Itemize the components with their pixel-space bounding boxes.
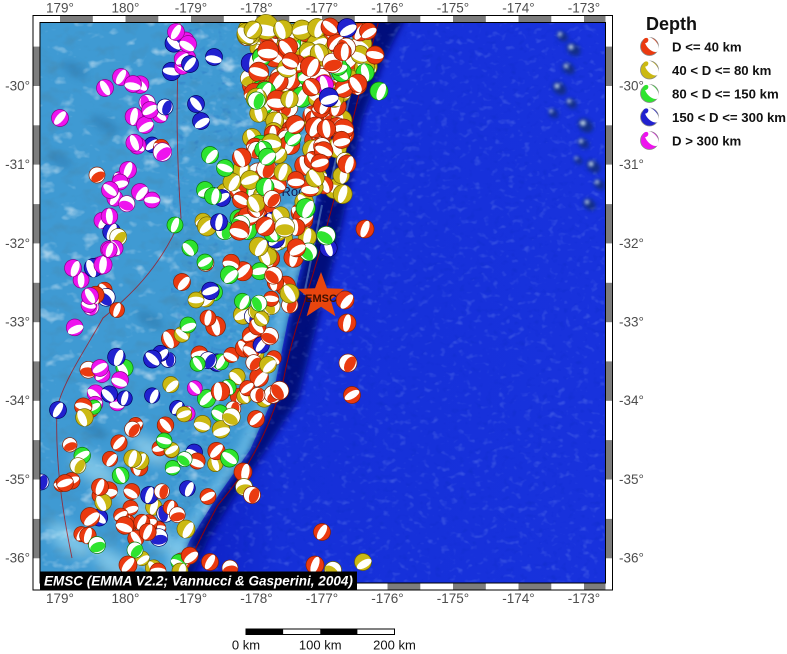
svg-text:EMSC (EMMA V2.2; Vannucci & Ga: EMSC (EMMA V2.2; Vannucci & Gasperini, 2… xyxy=(44,574,353,589)
svg-text:-31°: -31° xyxy=(5,157,30,172)
svg-text:150 < D <= 300 km: 150 < D <= 300 km xyxy=(672,110,786,125)
svg-text:-174°: -174° xyxy=(502,1,534,16)
svg-text:-176°: -176° xyxy=(371,1,403,16)
svg-text:-176°: -176° xyxy=(371,591,403,606)
svg-text:-31°: -31° xyxy=(619,157,644,172)
svg-text:-32°: -32° xyxy=(5,236,30,251)
svg-text:-35°: -35° xyxy=(5,472,30,487)
svg-text:-177°: -177° xyxy=(306,591,338,606)
svg-text:EMSC: EMSC xyxy=(305,293,337,305)
svg-text:-33°: -33° xyxy=(5,315,30,330)
svg-text:-175°: -175° xyxy=(437,1,469,16)
svg-text:180°: 180° xyxy=(112,591,140,606)
svg-text:-34°: -34° xyxy=(619,393,644,408)
svg-text:-34°: -34° xyxy=(5,393,30,408)
svg-text:-36°: -36° xyxy=(5,551,30,566)
svg-text:-173°: -173° xyxy=(568,1,600,16)
svg-text:-175°: -175° xyxy=(437,591,469,606)
svg-text:-32°: -32° xyxy=(619,236,644,251)
svg-text:179°: 179° xyxy=(46,1,74,16)
svg-text:180°: 180° xyxy=(112,1,140,16)
svg-text:0 km: 0 km xyxy=(232,638,260,653)
svg-text:40 < D <= 80 km: 40 < D <= 80 km xyxy=(672,63,771,78)
svg-text:-177°: -177° xyxy=(306,1,338,16)
svg-text:-179°: -179° xyxy=(175,591,207,606)
svg-text:-179°: -179° xyxy=(175,1,207,16)
svg-text:-30°: -30° xyxy=(619,79,644,94)
svg-text:179°: 179° xyxy=(46,591,74,606)
svg-text:100 km: 100 km xyxy=(299,638,342,653)
svg-text:-178°: -178° xyxy=(240,1,272,16)
svg-text:-35°: -35° xyxy=(619,472,644,487)
svg-text:-173°: -173° xyxy=(568,591,600,606)
svg-text:80 < D <= 150 km: 80 < D <= 150 km xyxy=(672,86,779,101)
svg-text:-30°: -30° xyxy=(5,79,30,94)
svg-text:-178°: -178° xyxy=(240,591,272,606)
svg-text:-36°: -36° xyxy=(619,551,644,566)
svg-text:-174°: -174° xyxy=(502,591,534,606)
svg-text:200 km: 200 km xyxy=(373,638,416,653)
svg-text:-33°: -33° xyxy=(619,315,644,330)
svg-text:Depth: Depth xyxy=(646,14,697,34)
svg-text:D > 300 km: D > 300 km xyxy=(672,133,741,148)
svg-text:D <= 40 km: D <= 40 km xyxy=(672,39,742,54)
